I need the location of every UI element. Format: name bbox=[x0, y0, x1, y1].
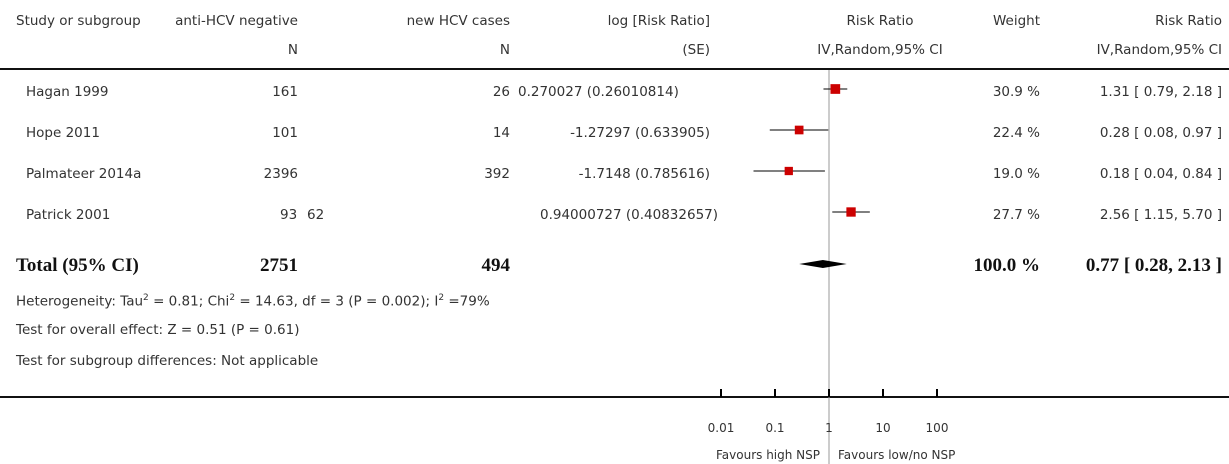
study-anti-hcv: 101 bbox=[272, 125, 298, 141]
study-marker bbox=[784, 166, 793, 176]
overall-effect-text: Test for overall effect: Z = 0.51 (P = 0… bbox=[16, 322, 300, 338]
study-log-rr: 0.94000727 (0.40832657) bbox=[540, 207, 719, 223]
axis-tick-label: 0.1 bbox=[765, 421, 785, 435]
study-ci: 2.56 [ 1.15, 5.70 ] bbox=[1099, 207, 1222, 223]
study-ci: 1.31 [ 0.79, 2.18 ] bbox=[1099, 84, 1222, 100]
study-weight: 30.9 % bbox=[992, 84, 1040, 100]
total-weight: 100.0 % bbox=[973, 255, 1041, 276]
study-name: Hope 2011 bbox=[26, 125, 100, 141]
study-weight: 27.7 % bbox=[992, 207, 1040, 223]
header-new-hcv: new HCV cases bbox=[406, 13, 510, 29]
header-rr: Risk Ratio bbox=[1155, 13, 1222, 29]
study-new-hcv: 26 bbox=[492, 84, 510, 100]
header-plot-sub: IV,Random,95% CI bbox=[817, 42, 943, 58]
study-log-rr: -1.27297 (0.633905) bbox=[570, 125, 710, 141]
axis-rule bbox=[0, 396, 1229, 398]
study-marker bbox=[830, 84, 841, 94]
study-log-rr: 0.270027 (0.26010814) bbox=[518, 84, 679, 100]
study-name: Patrick 2001 bbox=[26, 207, 111, 223]
study-name: Palmateer 2014a bbox=[26, 166, 142, 182]
study-new-hcv: 62 bbox=[307, 207, 325, 223]
axis-tick-label: 10 bbox=[875, 421, 891, 435]
favours-left-label: Favours high NSP bbox=[715, 448, 820, 462]
favours-right-label: Favours low/no NSP bbox=[838, 448, 956, 462]
header-anti-hcv: anti-HCV negative bbox=[175, 13, 298, 29]
study-marker bbox=[794, 125, 804, 135]
total-label: Total (95% CI) bbox=[16, 255, 139, 276]
study-anti-hcv: 93 bbox=[280, 207, 298, 223]
axis-tick-label: 1 bbox=[825, 421, 833, 435]
study-weight: 19.0 % bbox=[992, 166, 1040, 182]
study-new-hcv: 14 bbox=[492, 125, 510, 141]
pooled-diamond bbox=[799, 260, 847, 268]
header-new-hcv-sub: N bbox=[499, 42, 510, 58]
header-plot: Risk Ratio bbox=[846, 13, 914, 29]
axis-tick-label: 100 bbox=[925, 421, 949, 435]
total-anti-hcv: 2751 bbox=[260, 255, 298, 276]
study-marker bbox=[846, 207, 856, 217]
heterogeneity-text: Heterogeneity: Tau2 = 0.81; Chi2 = 14.63… bbox=[16, 293, 490, 310]
study-ci: 0.18 [ 0.04, 0.84 ] bbox=[1099, 166, 1222, 182]
header-rule bbox=[0, 68, 1229, 70]
study-ci: 0.28 [ 0.08, 0.97 ] bbox=[1099, 125, 1222, 141]
study-name: Hagan 1999 bbox=[26, 84, 109, 100]
total-ci: 0.77 [ 0.28, 2.13 ] bbox=[1085, 255, 1222, 276]
study-log-rr: -1.7148 (0.785616) bbox=[578, 166, 710, 182]
study-new-hcv: 392 bbox=[484, 166, 510, 182]
subgroup-differences-text: Test for subgroup differences: Not appli… bbox=[16, 353, 319, 369]
header-weight: Weight bbox=[992, 13, 1040, 29]
study-weight: 22.4 % bbox=[992, 125, 1040, 141]
header-study: Study or subgroup bbox=[16, 13, 141, 29]
header-log-rr-sub: (SE) bbox=[682, 42, 710, 58]
study-anti-hcv: 2396 bbox=[263, 166, 298, 182]
axis-tick-label: 0.01 bbox=[707, 421, 735, 435]
header-log-rr: log [Risk Ratio] bbox=[607, 13, 710, 29]
header-anti-hcv-sub: N bbox=[287, 42, 298, 58]
study-anti-hcv: 161 bbox=[272, 84, 298, 100]
total-new-hcv: 494 bbox=[481, 255, 511, 276]
header-rr-sub: IV,Random,95% CI bbox=[1096, 42, 1222, 58]
